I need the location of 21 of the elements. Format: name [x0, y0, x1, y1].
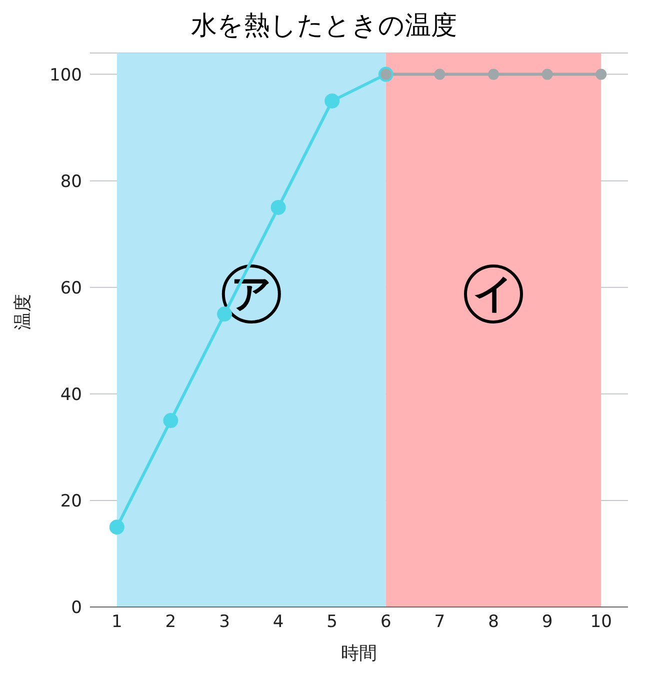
- x-tick-label: 7: [434, 612, 446, 632]
- x-tick-label: 5: [326, 612, 338, 632]
- x-tick-label: 1: [111, 612, 122, 632]
- y-tick-label: 20: [60, 491, 82, 512]
- x-tick-label: 4: [272, 612, 284, 632]
- y-tick-label: 100: [50, 65, 82, 86]
- x-tick-label: 8: [488, 612, 499, 632]
- y-tick-label: 0: [71, 598, 82, 618]
- x-tick-label: 3: [219, 612, 230, 632]
- band-label: イ: [473, 270, 514, 317]
- chart-title: 水を熱したときの温度: [190, 10, 458, 43]
- y-axis-title: 温度: [12, 294, 34, 330]
- x-tick-label: 10: [590, 612, 612, 632]
- x-tick-label: 2: [165, 612, 176, 632]
- y-tick-label: 40: [60, 384, 82, 405]
- x-tick-label: 6: [380, 612, 392, 632]
- y-tick-label: 80: [60, 172, 82, 192]
- x-tick-label: 9: [542, 612, 553, 632]
- y-tick-label: 60: [60, 278, 82, 298]
- band-label: ア: [230, 270, 272, 317]
- x-axis-title: 時間: [341, 643, 377, 664]
